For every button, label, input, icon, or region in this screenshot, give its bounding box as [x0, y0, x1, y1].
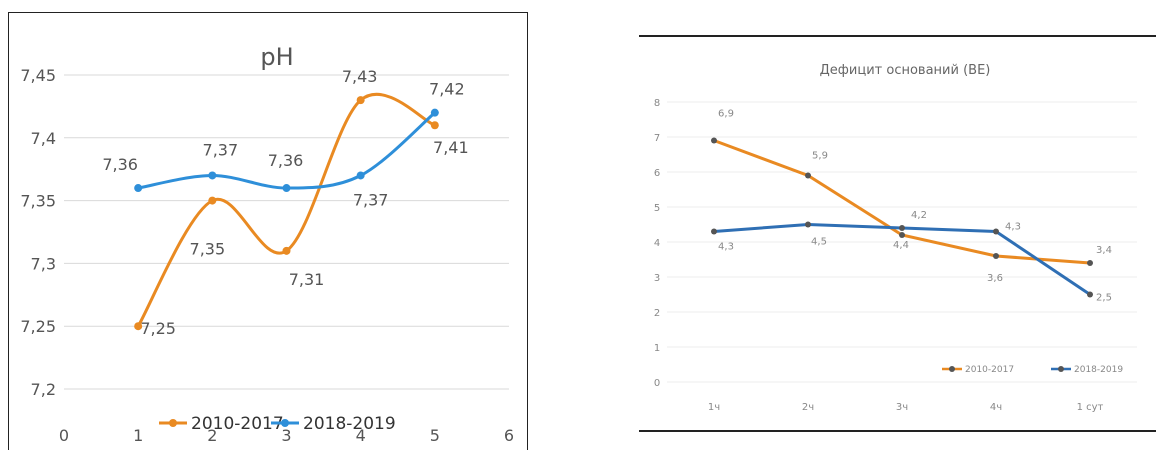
- ph-chart: pH 7,2 7,25 7,3 7,35 7,4 7,45 0 1 2 3 4 5 6 7,25 7,35 7,…: [20, 43, 514, 445]
- legend-marker: [169, 419, 177, 427]
- data-label: 7,42: [429, 80, 465, 99]
- x-tick-label: 1ч: [708, 402, 720, 413]
- data-label: 7,35: [190, 240, 226, 259]
- y-tick-label: 1: [654, 343, 660, 354]
- y-tick-label: 7: [654, 133, 660, 144]
- x-tick-label: 4: [356, 426, 366, 445]
- legend-marker: [281, 419, 289, 427]
- y-tick-label: 7,35: [20, 192, 56, 211]
- data-point: [356, 171, 365, 180]
- data-point: [282, 246, 291, 255]
- chart-title: pH: [260, 43, 293, 71]
- data-label: 7,43: [342, 67, 378, 86]
- y-tick-label: 0: [654, 378, 660, 389]
- ph-chart-panel: pH 7,2 7,25 7,3 7,35 7,4 7,45 0 1 2 3 4 5 6 7,25 7,35 7,…: [8, 12, 528, 450]
- data-point: [993, 253, 999, 259]
- y-tick-label: 7,4: [31, 129, 56, 148]
- y-tick-label: 3: [654, 273, 660, 284]
- data-label: 4,3: [718, 242, 734, 253]
- data-label: 5,9: [812, 151, 828, 162]
- data-point: [805, 172, 811, 179]
- legend-label: 2018-2019: [1074, 365, 1123, 375]
- chart-title: Дефицит оснований (BE): [820, 63, 991, 78]
- legend-label: 2010-2017: [965, 365, 1014, 375]
- data-point: [805, 221, 811, 228]
- y-tick-label: 8: [654, 98, 660, 109]
- y-tick-label: 7,25: [20, 317, 56, 336]
- data-point: [899, 225, 905, 231]
- data-label: 4,4: [893, 240, 909, 251]
- data-point: [711, 137, 717, 144]
- data-label: 3,4: [1096, 245, 1112, 256]
- data-point: [1087, 291, 1093, 298]
- x-tick-label: 0: [59, 426, 69, 445]
- data-point: [356, 96, 365, 105]
- data-point: [282, 184, 291, 193]
- data-point: [134, 322, 143, 331]
- data-point: [711, 228, 717, 235]
- y-tick-label: 7,45: [20, 66, 56, 85]
- data-label: 7,36: [268, 151, 304, 170]
- base-deficit-chart: Дефицит оснований (BE) 0 1 2 3 4 5 6 7 8 1ч 2ч 3ч 4ч 1…: [654, 63, 1137, 413]
- x-tick-label: 4ч: [990, 402, 1002, 413]
- data-point: [430, 108, 439, 117]
- y-tick-label: 7,2: [31, 380, 56, 399]
- base-deficit-chart-panel: Дефицит оснований (BE) 0 1 2 3 4 5 6 7 8 1ч 2ч 3ч 4ч 1…: [639, 35, 1156, 432]
- x-tick-label: 2: [207, 426, 217, 445]
- x-tick-label: 2ч: [802, 402, 814, 413]
- data-label: 7,36: [102, 155, 138, 174]
- legend-label: 2018-2019: [303, 414, 396, 434]
- data-point: [208, 171, 217, 180]
- data-label: 7,31: [289, 270, 325, 289]
- data-label: 6,9: [718, 109, 734, 120]
- data-label: 4,5: [811, 237, 827, 248]
- data-label: 7,37: [203, 140, 239, 159]
- data-label: 4,3: [1005, 222, 1021, 233]
- data-label: 4,2: [911, 210, 927, 221]
- x-tick-label: 1 сут: [1077, 402, 1104, 413]
- data-label: 3,6: [987, 273, 1003, 284]
- legend-marker: [949, 366, 955, 372]
- x-tick-label: 5: [430, 426, 440, 445]
- y-tick-label: 2: [654, 308, 660, 319]
- data-point: [993, 228, 999, 235]
- data-label: 7,41: [433, 138, 469, 157]
- y-tick-label: 6: [654, 168, 660, 179]
- series-line: [136, 92, 436, 327]
- legend-label: 2010-2017: [191, 414, 284, 434]
- data-point: [430, 121, 439, 130]
- y-tick-label: 7,3: [31, 254, 56, 273]
- x-tick-label: 6: [504, 426, 514, 445]
- y-tick-label: 5: [654, 203, 660, 214]
- data-label: 7,25: [140, 319, 176, 338]
- y-tick-label: 4: [654, 238, 660, 249]
- data-point: [899, 232, 905, 238]
- x-tick-label: 3: [281, 426, 291, 445]
- data-point: [134, 184, 143, 193]
- data-label: 7,37: [353, 190, 389, 209]
- x-tick-label: 1: [133, 426, 143, 445]
- data-label: 2,5: [1096, 293, 1112, 304]
- x-tick-label: 3ч: [896, 402, 908, 413]
- legend-marker: [1058, 366, 1064, 372]
- data-point: [208, 196, 217, 205]
- data-point: [1087, 260, 1093, 266]
